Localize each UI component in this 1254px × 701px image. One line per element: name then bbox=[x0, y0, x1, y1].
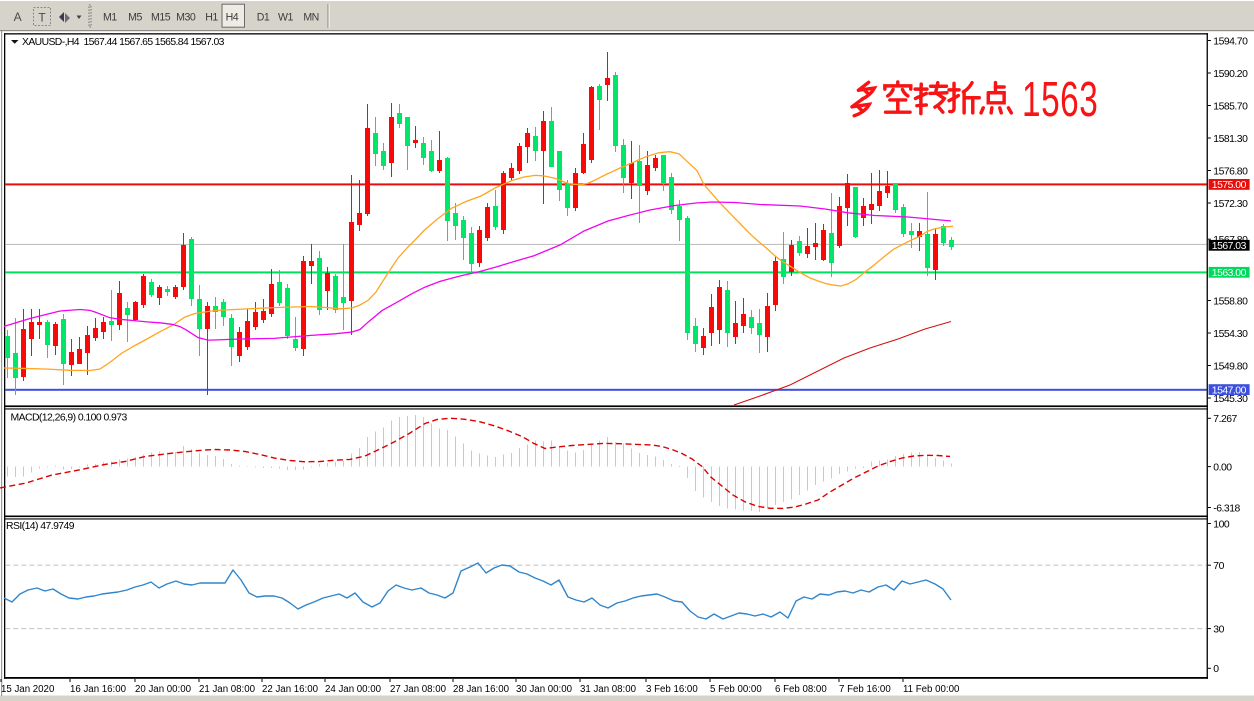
svg-text:XAUUSD-,H4 1567.44 1567.65 15: XAUUSD-,H4 1567.44 1567.65 1565.84 1567.… bbox=[22, 37, 225, 48]
svg-text:-6.318: -6.318 bbox=[1213, 503, 1240, 514]
svg-text:0: 0 bbox=[1213, 664, 1219, 675]
svg-text:1581.30: 1581.30 bbox=[1213, 134, 1248, 145]
svg-text:30 Jan 00:00: 30 Jan 00:00 bbox=[516, 684, 573, 695]
svg-text:24 Jan 00:00: 24 Jan 00:00 bbox=[325, 684, 382, 695]
svg-text:3 Feb 16:00: 3 Feb 16:00 bbox=[646, 684, 698, 695]
svg-text:MACD(12,26,9) 0.100 0.973: MACD(12,26,9) 0.100 0.973 bbox=[11, 413, 128, 424]
svg-text:7 Feb 16:00: 7 Feb 16:00 bbox=[839, 684, 891, 695]
svg-text:1563.00: 1563.00 bbox=[1212, 268, 1247, 279]
svg-text:D1: D1 bbox=[257, 11, 270, 23]
svg-text:28 Jan 16:00: 28 Jan 16:00 bbox=[453, 684, 510, 695]
svg-text:1547.00: 1547.00 bbox=[1212, 385, 1247, 396]
svg-text:A: A bbox=[14, 10, 22, 24]
svg-text:6 Feb 08:00: 6 Feb 08:00 bbox=[775, 684, 827, 695]
svg-text:21 Jan 08:00: 21 Jan 08:00 bbox=[199, 684, 256, 695]
svg-text:M30: M30 bbox=[176, 11, 196, 23]
svg-text:W1: W1 bbox=[278, 11, 293, 23]
svg-text:T: T bbox=[38, 11, 46, 25]
svg-text:1545.30: 1545.30 bbox=[1213, 394, 1248, 405]
svg-text:11 Feb 00:00: 11 Feb 00:00 bbox=[903, 684, 960, 695]
svg-text:1549.80: 1549.80 bbox=[1213, 361, 1248, 372]
svg-text:7.267: 7.267 bbox=[1213, 414, 1237, 425]
svg-text:M5: M5 bbox=[128, 11, 142, 23]
svg-text:1594.70: 1594.70 bbox=[1213, 36, 1248, 47]
svg-text:1575.00: 1575.00 bbox=[1212, 180, 1247, 191]
svg-text:20 Jan 00:00: 20 Jan 00:00 bbox=[135, 684, 192, 695]
svg-text:1576.80: 1576.80 bbox=[1213, 166, 1248, 177]
svg-text:1567.03: 1567.03 bbox=[1212, 241, 1247, 252]
svg-text:5 Feb 00:00: 5 Feb 00:00 bbox=[710, 684, 762, 695]
svg-text:MN: MN bbox=[303, 11, 318, 23]
svg-text:31 Jan 08:00: 31 Jan 08:00 bbox=[580, 684, 637, 695]
svg-text:H4: H4 bbox=[226, 11, 239, 23]
svg-text:70: 70 bbox=[1213, 561, 1224, 572]
svg-text:H1: H1 bbox=[205, 11, 218, 23]
svg-text:1558.80: 1558.80 bbox=[1213, 296, 1248, 307]
svg-text:100: 100 bbox=[1213, 519, 1230, 530]
svg-text:22 Jan 16:00: 22 Jan 16:00 bbox=[262, 684, 319, 695]
svg-text:M1: M1 bbox=[103, 11, 117, 23]
svg-text:27 Jan 08:00: 27 Jan 08:00 bbox=[390, 684, 447, 695]
svg-text:RSI(14) 47.9749: RSI(14) 47.9749 bbox=[6, 521, 75, 532]
svg-text:0.00: 0.00 bbox=[1213, 462, 1232, 473]
svg-text:1590.20: 1590.20 bbox=[1213, 69, 1248, 80]
svg-text:16 Jan 16:00: 16 Jan 16:00 bbox=[70, 684, 127, 695]
svg-text:15 Jan 2020: 15 Jan 2020 bbox=[1, 684, 55, 695]
svg-text:1585.70: 1585.70 bbox=[1213, 101, 1248, 112]
svg-text:M15: M15 bbox=[151, 11, 171, 23]
svg-text:1563: 1563 bbox=[1022, 72, 1098, 127]
svg-text:30: 30 bbox=[1213, 624, 1224, 635]
svg-text:1572.30: 1572.30 bbox=[1213, 199, 1248, 210]
svg-text:1554.30: 1554.30 bbox=[1213, 329, 1248, 340]
